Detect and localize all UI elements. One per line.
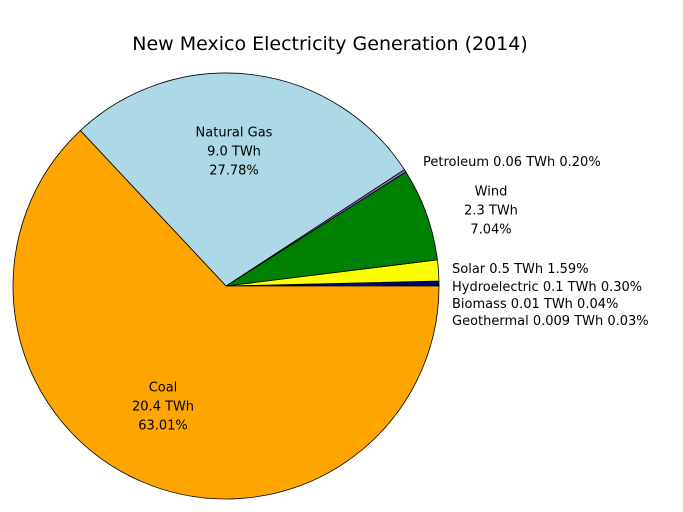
- slice-label-name: Geothermal: [452, 314, 529, 329]
- slice-label-twh: 9.0 TWh: [207, 145, 261, 160]
- slice-label: Petroleum 0.06 TWh 0.20%: [423, 155, 601, 170]
- slice-label-pct-label: 27.78%: [209, 164, 259, 179]
- slice-label-name: Natural Gas: [196, 126, 273, 141]
- slice-label: Hydroelectric 0.1 TWh 0.30%: [452, 280, 642, 295]
- slice-label-twh: 0.01 TWh: [507, 297, 573, 312]
- slice-label-name: Coal: [149, 381, 178, 396]
- slice-label-pct-label: 63.01%: [138, 419, 188, 434]
- slice-label-twh: 2.3 TWh: [464, 204, 518, 219]
- pie-slice-coal: [12, 130, 440, 500]
- slice-label-pct-label: 1.59%: [543, 262, 588, 277]
- slice-label-pct-label: 0.30%: [597, 280, 642, 295]
- slice-label-name: Hydroelectric: [452, 280, 539, 295]
- slice-label-pct-label: 7.04%: [470, 223, 511, 238]
- slice-label-twh: 0.009 TWh: [529, 314, 604, 329]
- slice-label-pct-label: 0.04%: [573, 297, 618, 312]
- slice-label-twh: 0.06 TWh: [489, 155, 555, 170]
- slice-label-name: Wind: [475, 185, 508, 200]
- slice-label-twh: 0.5 TWh: [485, 262, 543, 277]
- slice-label-name: Solar: [452, 262, 486, 277]
- slice-label-twh: 0.1 TWh: [539, 280, 597, 295]
- slice-label: Geothermal 0.009 TWh 0.03%: [452, 314, 649, 329]
- slice-label-name: Petroleum: [423, 155, 489, 170]
- slice-label: Solar 0.5 TWh 1.59%: [452, 262, 589, 277]
- slice-label-pct-label: 0.03%: [603, 314, 648, 329]
- slice-label: Biomass 0.01 TWh 0.04%: [452, 297, 618, 312]
- pie-slice-natural-gas: [79, 72, 405, 287]
- chart-title: New Mexico Electricity Generation (2014): [132, 33, 528, 55]
- slice-label-name: Biomass: [452, 297, 507, 312]
- slice-label-pct-label: 0.20%: [555, 155, 600, 170]
- slice-label-twh: 20.4 TWh: [132, 400, 194, 415]
